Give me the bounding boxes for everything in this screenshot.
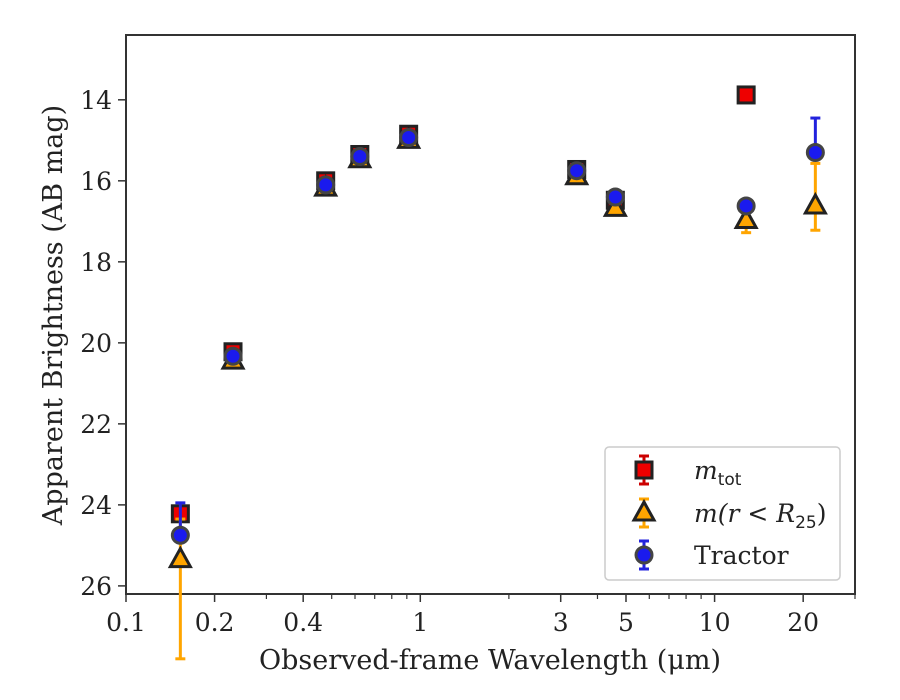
x-tick-label: 1 [412,608,428,637]
y-tick-label: 26 [80,572,112,601]
circle-marker [736,196,756,216]
x-tick-label: 10 [699,608,731,637]
triangle-marker [631,498,657,522]
y-axis-label: Apparent Brightness (AB mag) [38,105,69,526]
axes: 0.1 0.2 0.4 1 3 5 10 20 14 16 18 20 22 24 26 [80,86,856,637]
x-tick-label: 0.1 [106,608,146,637]
square-marker [736,85,756,105]
y-tick-label: 18 [80,248,112,277]
circle-marker [805,142,825,162]
triangle-marker [167,545,193,569]
triangle-marker [733,206,759,230]
triangle-marker [802,191,828,215]
legend-box [604,446,841,581]
circle-marker [567,161,587,181]
legend: mtot m(r < R25) Tractor [604,446,841,581]
circle-marker [605,187,625,207]
square-marker [634,460,654,480]
circle-marker [316,175,336,195]
circle-marker [170,525,190,545]
circle-marker [634,545,654,565]
legend-label: mtot [694,456,742,490]
x-tick-label: 20 [787,608,819,637]
y-tick-label: 24 [80,491,112,520]
circle-marker [399,127,419,147]
x-tick-label: 5 [618,608,634,637]
circle-marker [223,346,243,366]
circle-marker [350,147,370,167]
legend-label: m(r < R25) [694,499,826,533]
x-tick-label: 0.4 [283,608,323,637]
y-tick-label: 14 [80,86,112,115]
y-tick-label: 20 [80,329,112,358]
y-tick-label: 22 [80,410,112,439]
x-axis-label: Observed-frame Wavelength (μm) [259,645,721,676]
x-tick-label: 3 [553,608,569,637]
legend-label: Tractor [694,541,789,570]
data-marks [167,85,828,661]
x-tick-label: 0.2 [195,608,235,637]
y-tick-label: 16 [80,167,112,196]
